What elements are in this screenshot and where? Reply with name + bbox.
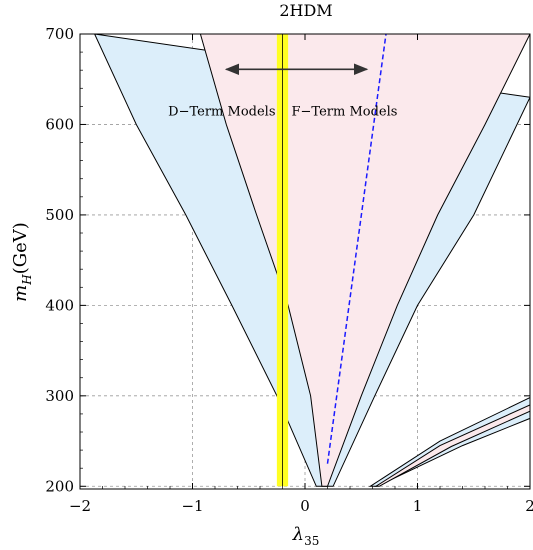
x-tick-label-3: 1 [413,497,423,515]
x-axis-label-main: λ [292,524,304,545]
x-axis-label: λ35 [292,524,320,548]
y-tick-label-3: 500 [45,206,74,224]
chart-title: 2HDM [279,1,332,20]
y-tick-label-4: 600 [45,115,74,133]
y-tick-label-1: 300 [45,387,74,405]
d-term-label: D−Term Models [168,104,275,119]
x-axis-label-sub: 35 [304,534,319,548]
f-term-label: F−Term Models [292,104,398,119]
y-tick-label-0: 200 [45,477,74,495]
x-tick-label-0: −2 [69,497,91,515]
y-axis-label: mH(GeV) [10,222,34,302]
x-tick-label-1: −1 [181,497,203,515]
y-axis-label-sub: H [20,274,34,286]
y-tick-label-5: 700 [45,25,74,43]
lower-right-pink-region [374,404,530,487]
y-axis: 200 300 400 500 600 700 [45,25,530,495]
y-axis-label-main: m [10,285,31,302]
x-tick-label-4: 2 [525,497,533,515]
x-tick-label-2: 0 [300,497,310,515]
dashed-line [326,34,387,464]
x-axis: −2 −1 0 1 2 [69,34,533,515]
y-tick-label-2: 400 [45,296,74,314]
y-axis-label-unit: (GeV) [10,222,31,274]
plot-area [80,34,530,489]
